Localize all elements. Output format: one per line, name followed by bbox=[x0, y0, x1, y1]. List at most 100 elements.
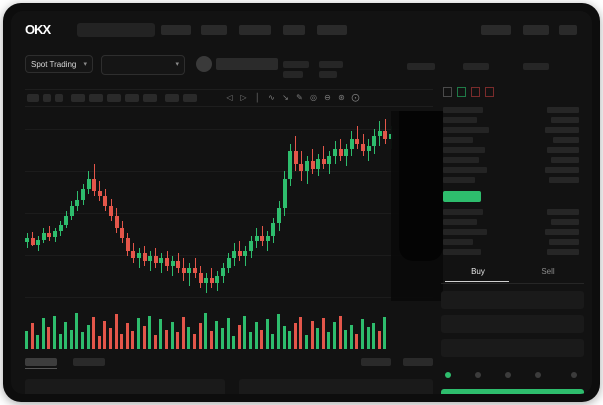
candle-body bbox=[198, 273, 203, 284]
candle-body bbox=[131, 250, 136, 259]
positions-panel bbox=[239, 379, 433, 394]
orderbook-bid-row[interactable] bbox=[443, 209, 483, 215]
volume-bar bbox=[109, 328, 112, 349]
chart-tool-icon-7[interactable]: ⊖ bbox=[324, 93, 331, 102]
tab-trade-history[interactable] bbox=[361, 358, 391, 366]
chart-toolbar-item-5[interactable] bbox=[107, 94, 121, 102]
chart-toolbar-item-8[interactable] bbox=[165, 94, 179, 102]
candle-body bbox=[349, 138, 354, 149]
volume-bar bbox=[265, 319, 269, 349]
chart-tool-icon-1[interactable]: ▷ bbox=[240, 93, 247, 102]
nav-item-assets[interactable] bbox=[481, 25, 511, 35]
orderbook-ask-size bbox=[551, 157, 579, 163]
chart-gridline-4 bbox=[25, 297, 433, 298]
chart-toolbar-item-3[interactable] bbox=[71, 94, 85, 102]
candle-body bbox=[260, 235, 265, 241]
orderbook-ask-row[interactable] bbox=[443, 127, 489, 133]
slider-dot-100[interactable] bbox=[571, 372, 577, 378]
candle-body bbox=[41, 233, 46, 240]
orderbook-asks-icon[interactable] bbox=[471, 87, 480, 97]
volume-bar bbox=[69, 329, 73, 349]
orderbook-mid-price bbox=[443, 191, 481, 202]
orderbook-bid-row[interactable] bbox=[443, 229, 487, 235]
candle-body bbox=[148, 255, 153, 261]
volume-bar bbox=[125, 323, 129, 349]
orderbook-both-icon[interactable] bbox=[443, 87, 452, 97]
volume-bar bbox=[165, 329, 168, 349]
orderbook-ask-row[interactable] bbox=[443, 157, 479, 163]
candle-body bbox=[277, 208, 281, 224]
orderbook-bid-row[interactable] bbox=[443, 219, 477, 225]
orderbook-bid-size bbox=[551, 219, 579, 225]
chart-toolbar-item-9[interactable] bbox=[183, 94, 197, 102]
orderbook-bids-icon[interactable] bbox=[457, 87, 466, 97]
orderbook-ask-row[interactable] bbox=[443, 107, 483, 113]
tab-funds[interactable] bbox=[403, 358, 433, 366]
candle-body bbox=[165, 258, 169, 266]
slider-dot-75[interactable] bbox=[535, 372, 541, 378]
chart-tool-icon-8[interactable]: ⊛ bbox=[338, 93, 345, 102]
nav-item-orders[interactable] bbox=[523, 25, 549, 35]
volume-bar bbox=[204, 313, 208, 349]
candle-body bbox=[25, 238, 29, 243]
tab-sell[interactable]: Sell bbox=[541, 267, 555, 276]
nav-item-derivatives[interactable] bbox=[239, 25, 271, 35]
candle-body bbox=[120, 228, 125, 239]
chart-tool-icon-3[interactable]: ∿ bbox=[268, 93, 275, 102]
chart-tool-icon-4[interactable]: ↘ bbox=[282, 93, 289, 102]
chart-tool-icon-5[interactable]: ✎ bbox=[296, 93, 303, 102]
orderbook-ask-row[interactable] bbox=[443, 167, 487, 173]
chart-toolbar-item-1[interactable] bbox=[43, 94, 51, 102]
tab-open-orders[interactable] bbox=[25, 358, 57, 366]
chart-toolbar-item-4[interactable] bbox=[89, 94, 103, 102]
nav-item-markets[interactable] bbox=[201, 25, 227, 35]
chart-tool-icon-0[interactable]: ◁ bbox=[226, 93, 233, 102]
candle-body bbox=[47, 233, 52, 238]
orderbook-bid-size bbox=[545, 229, 579, 235]
chart-tool-icon-6[interactable]: ◎ bbox=[310, 93, 317, 102]
orderbook-bid-row[interactable] bbox=[443, 239, 473, 245]
order-amount-field[interactable] bbox=[441, 315, 584, 333]
tab-order-history[interactable] bbox=[73, 358, 105, 366]
candlestick-chart[interactable] bbox=[25, 111, 433, 301]
orderbook-ask-row[interactable] bbox=[443, 177, 475, 183]
chevron-down-icon: ▾ bbox=[175, 61, 179, 68]
volume-bar bbox=[282, 325, 286, 349]
search-input[interactable] bbox=[77, 23, 155, 37]
order-total-field[interactable] bbox=[441, 339, 584, 357]
chart-toolbar-item-7[interactable] bbox=[143, 94, 157, 102]
order-amount-slider[interactable] bbox=[441, 370, 584, 380]
orderbook-ask-row[interactable] bbox=[443, 147, 485, 153]
nav-item-earn[interactable] bbox=[283, 25, 305, 35]
candle-body bbox=[103, 196, 108, 206]
slider-dot-25[interactable] bbox=[475, 372, 481, 378]
tab-active-underline bbox=[25, 368, 57, 369]
nav-item-trade[interactable] bbox=[161, 25, 191, 35]
stat-24h-low bbox=[319, 71, 337, 78]
chart-toolbar-item-6[interactable] bbox=[125, 94, 139, 102]
chart-toolbar-item-2[interactable] bbox=[55, 94, 63, 102]
orderbook-ask-row[interactable] bbox=[443, 117, 477, 123]
orderbook-depth-icon[interactable] bbox=[485, 87, 494, 97]
chart-toolbar-item-0[interactable] bbox=[27, 94, 39, 102]
market-type-select[interactable]: Spot Trading ▾ bbox=[25, 55, 93, 73]
chart-tool-icon-9[interactable]: ⨀ bbox=[351, 93, 360, 102]
submit-buy-button[interactable] bbox=[441, 389, 584, 394]
okx-logo[interactable]: OKX bbox=[25, 22, 51, 37]
volume-bar bbox=[361, 319, 364, 349]
slider-dot-50[interactable] bbox=[505, 372, 511, 378]
tab-buy[interactable]: Buy bbox=[471, 267, 485, 276]
slider-dot-0[interactable] bbox=[445, 372, 451, 378]
orderbook-bid-row[interactable] bbox=[443, 249, 481, 255]
volume-bar bbox=[366, 327, 370, 349]
chart-tool-icon-2[interactable]: │ bbox=[255, 93, 260, 102]
nav-item-more[interactable] bbox=[317, 25, 347, 35]
nav-item-account[interactable] bbox=[559, 25, 577, 35]
trading-pair-select[interactable]: ▾ bbox=[101, 55, 185, 75]
candle-body bbox=[204, 278, 209, 284]
candle-body bbox=[305, 161, 309, 172]
candle-body bbox=[316, 158, 321, 169]
orderbook-ask-row[interactable] bbox=[443, 137, 473, 143]
order-price-field[interactable] bbox=[441, 291, 584, 309]
